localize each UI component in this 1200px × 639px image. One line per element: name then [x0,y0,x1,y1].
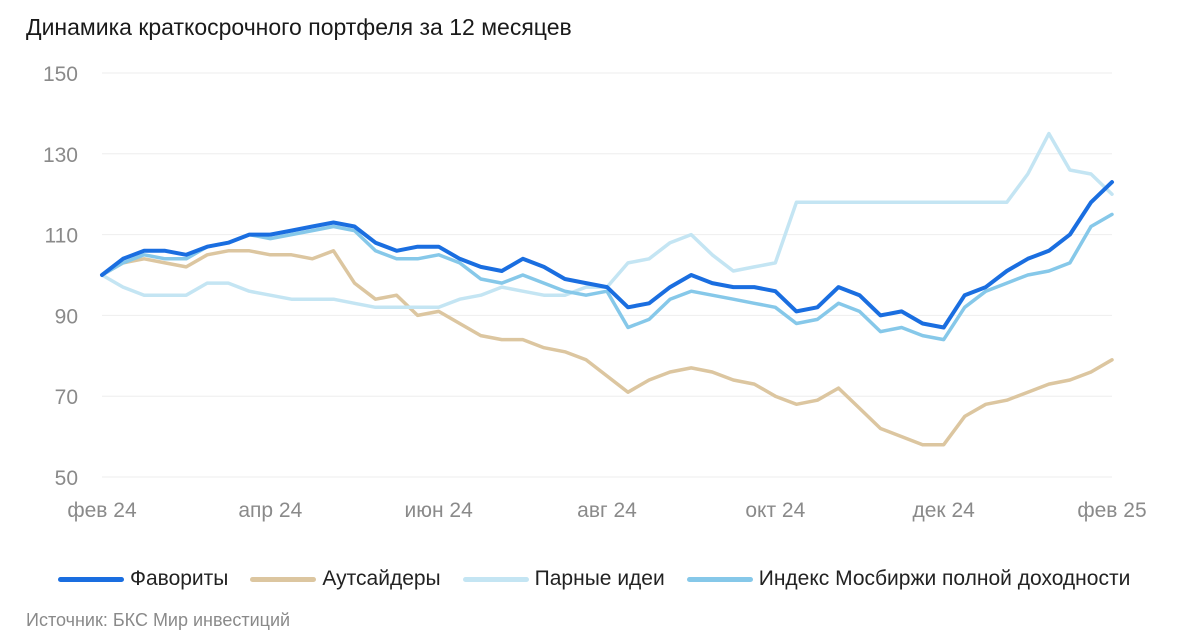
series-line-pairs [100,131,1114,310]
legend-label-outsiders: Аутсайдеры [322,567,441,590]
y-axis-ticks: 150 130 110 90 70 50 [43,63,78,490]
chart-title: Динамика краткосрочного портфеля за 12 м… [26,14,572,40]
y-tick-label: 50 [55,467,78,490]
legend: Фавориты Аутсайдеры Парные идеи Индекс М… [58,567,1152,591]
series-line-outsiders [100,249,1114,447]
legend-swatch-index [686,576,753,582]
series-lines [100,131,1114,447]
legend-swatch-favorites [58,576,124,582]
x-tick-label: фев 24 [67,499,137,522]
x-tick-label: авг 24 [577,499,637,522]
series-line-favorites [100,180,1114,330]
grid-lines [102,72,1112,478]
source-note: Источник: БКС Мир инвестиций [26,610,291,630]
series-line-index [100,212,1114,342]
y-tick-label: 70 [55,386,78,409]
legend-swatch-pairs [462,576,529,582]
x-tick-label: апр 24 [238,499,302,522]
x-tick-label: фев 25 [1077,499,1146,522]
legend-item-favorites: Фавориты [58,567,228,591]
legend-swatch-outsiders [250,576,317,582]
legend-label-pairs: Парные идеи [534,567,665,590]
legend-item-pairs: Парные идеи [462,567,665,591]
y-tick-label: 90 [55,305,78,328]
x-tick-label: окт 24 [745,499,805,522]
line-chart: 150 130 110 90 70 50 фев 24 апр 24 июн 24 авг 24… [43,63,1147,522]
legend-label-favorites: Фавориты [130,567,229,590]
x-axis-ticks: фев 24 апр 24 июн 24 авг 24 окт 24 дек 24 фев … [67,499,1146,522]
y-tick-label: 110 [45,225,78,248]
legend-label-index: Индекс Мосбиржи полной доходности [758,567,1131,590]
y-tick-label: 150 [43,63,78,86]
y-tick-label: 130 [43,144,78,167]
legend-item-outsiders: Аутсайдеры [250,567,441,591]
legend-item-index: Индекс Мосбиржи полной доходности [686,567,1131,591]
x-tick-label: июн 24 [405,499,474,522]
x-tick-label: дек 24 [913,499,976,522]
